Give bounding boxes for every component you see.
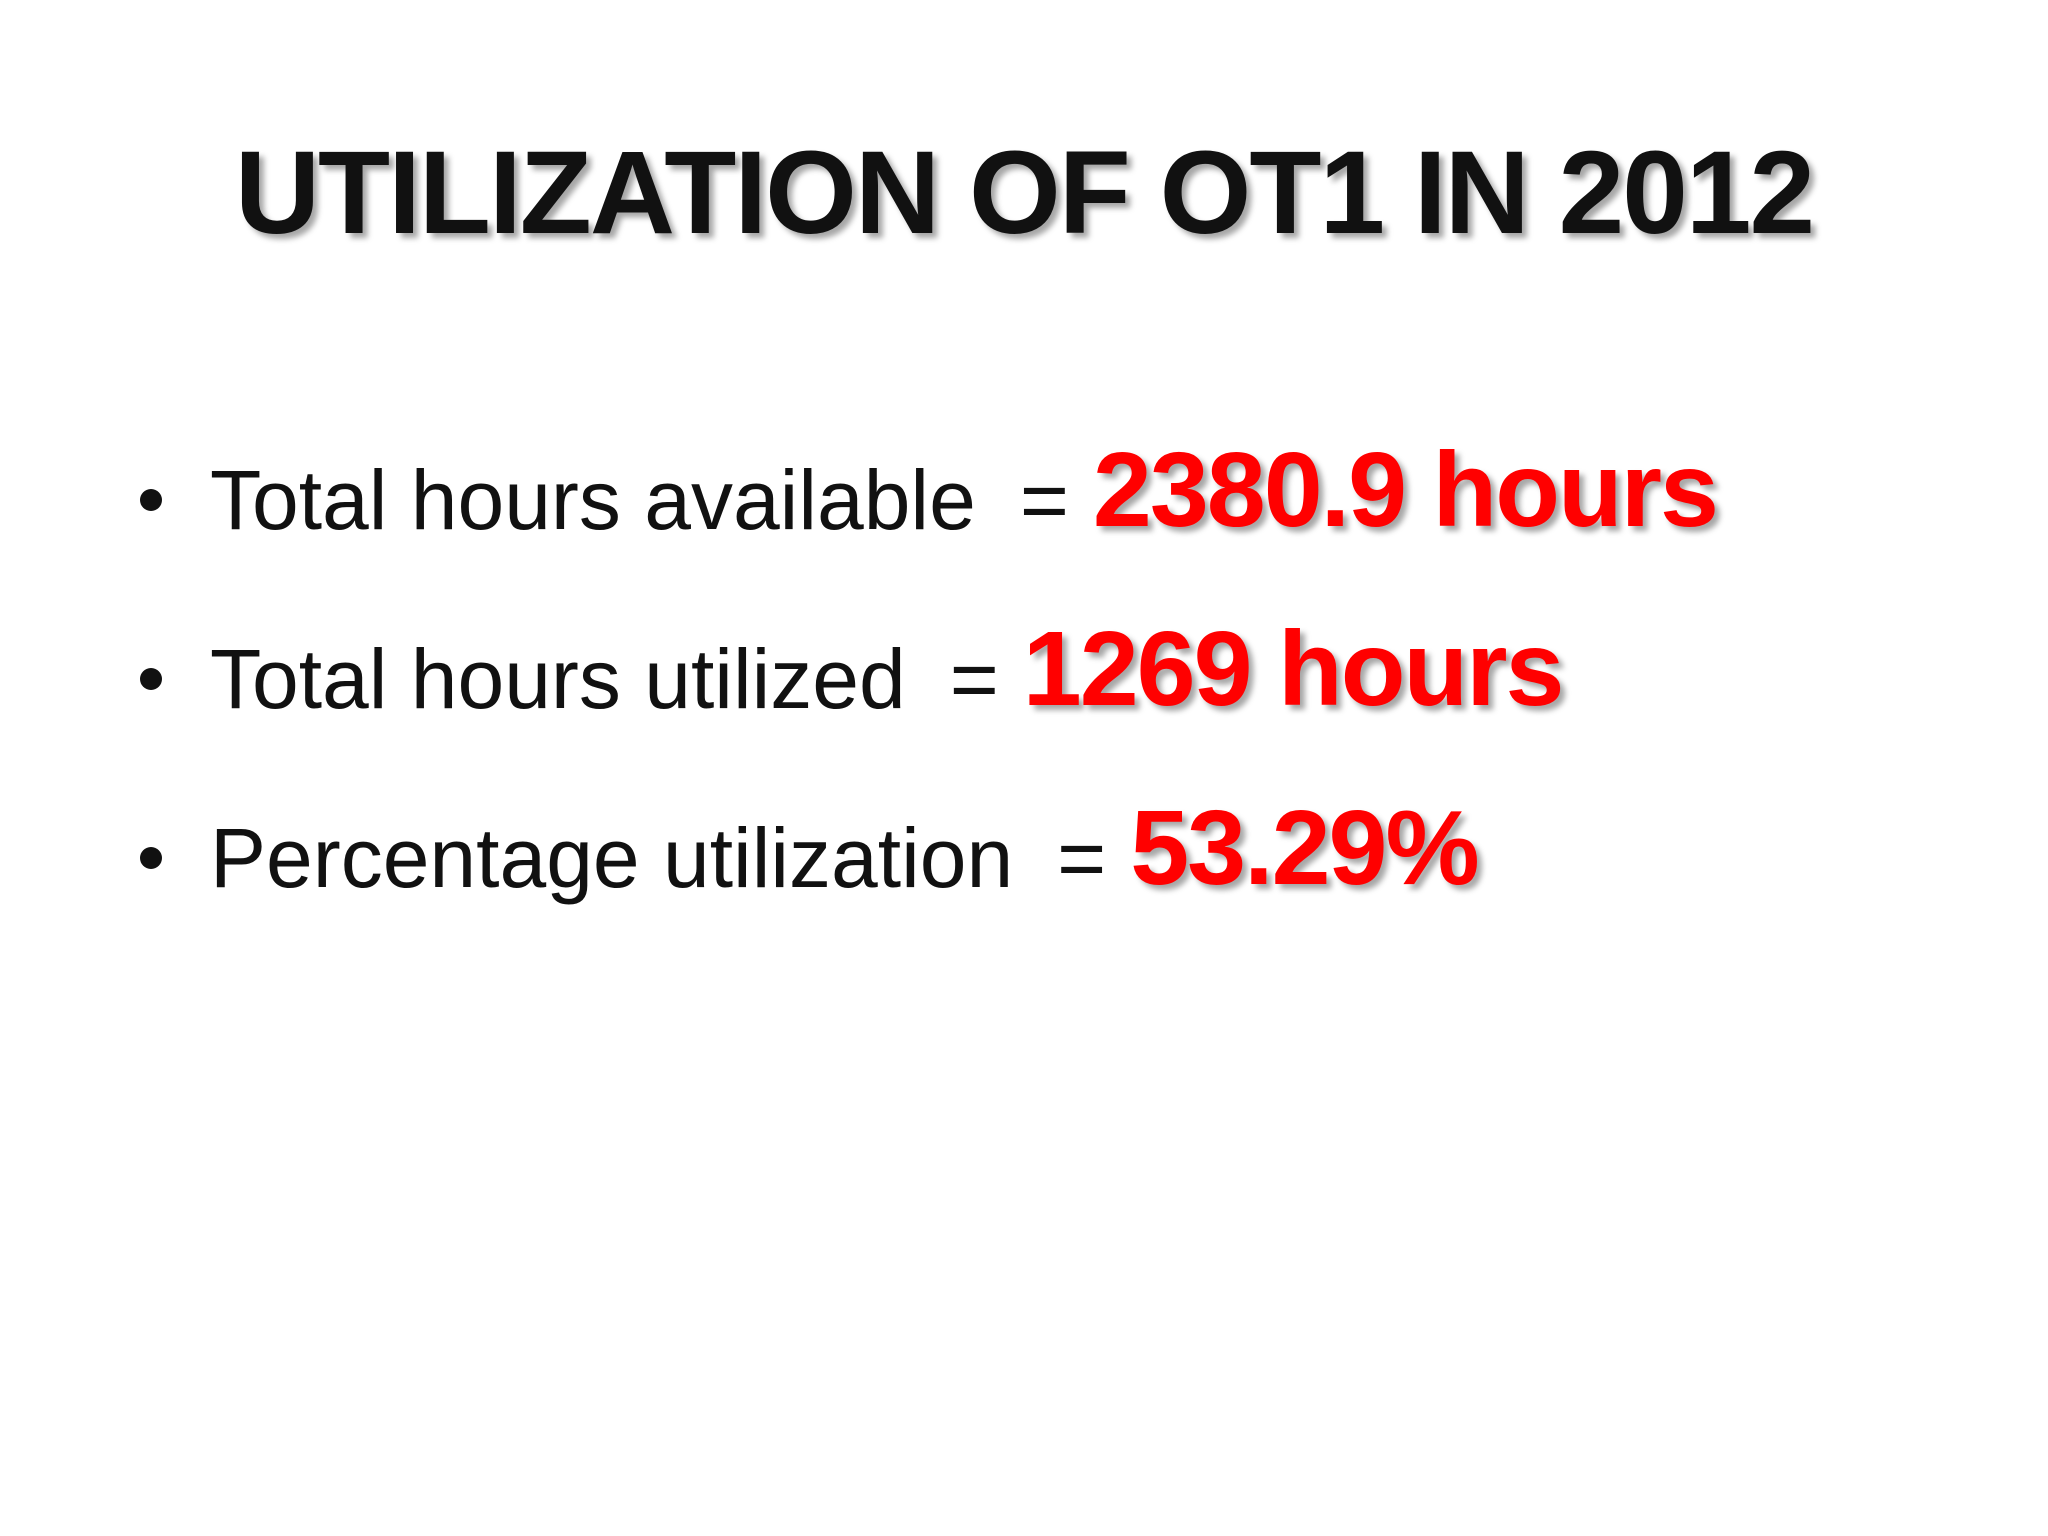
bullet-dot [140, 847, 162, 869]
equals-sign: = [1057, 810, 1107, 905]
bullet-item: Total hours available = 2380.9 hours [140, 430, 1719, 570]
bullet-item: Total hours utilized = 1269 hours [140, 609, 1565, 749]
equals-sign: = [1019, 452, 1069, 547]
bullet-label: Total hours available [210, 452, 976, 547]
bullet-item: Percentage utilization = 53.29% [140, 788, 1480, 928]
slide-title: UTILIZATION OF OT1 IN 2012 [234, 127, 1815, 259]
bullet-label: Total hours utilized [210, 631, 906, 726]
bullet-value: 1269 hours [1022, 609, 1565, 728]
bullet-value: 53.29% [1130, 788, 1480, 907]
bullet-dot [140, 668, 162, 690]
bullet-dot [140, 489, 162, 511]
bullet-label: Percentage utilization [210, 810, 1014, 905]
bullet-value: 2380.9 hours [1092, 430, 1719, 549]
equals-sign: = [949, 631, 999, 726]
